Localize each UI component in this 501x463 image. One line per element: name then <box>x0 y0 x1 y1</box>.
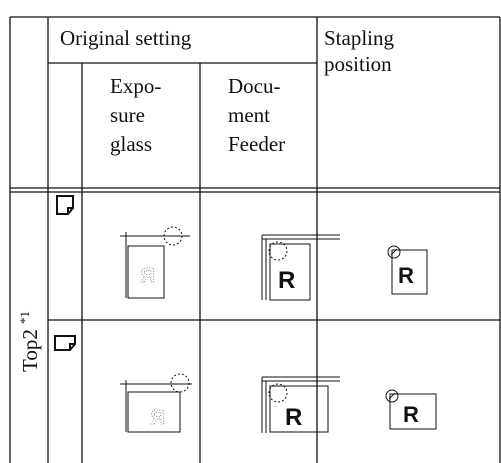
mirrored-letter: R <box>150 407 165 429</box>
staple-diagram: R <box>385 389 437 430</box>
staple-diagram: R <box>387 245 428 295</box>
header-stapling: position <box>324 52 392 76</box>
row-label: Top2 <box>18 329 42 372</box>
header-feeder: Feeder <box>228 132 285 156</box>
feeder-diagram: R <box>261 234 340 301</box>
header-exposure: sure <box>110 103 145 127</box>
landscape-icon <box>54 335 76 351</box>
header-feeder: Docu- <box>228 74 280 98</box>
letter: R <box>278 267 295 294</box>
portrait-icon <box>56 195 74 215</box>
header-feeder: ment <box>228 103 270 127</box>
exposure-diagram: R <box>120 373 192 433</box>
row-note: *1 <box>17 311 32 324</box>
letter: R <box>403 402 419 427</box>
header-exposure: glass <box>110 132 152 156</box>
mirrored-letter: R <box>140 265 155 287</box>
letter: R <box>398 263 414 288</box>
letter: R <box>285 404 302 431</box>
table-grid <box>9 16 501 463</box>
header-original-setting: Original setting <box>60 26 192 50</box>
header-stapling: Stapling <box>324 26 395 50</box>
exposure-diagram: R <box>120 226 190 299</box>
header-exposure: Expo- <box>110 74 161 98</box>
feeder-diagram: R <box>261 376 340 433</box>
